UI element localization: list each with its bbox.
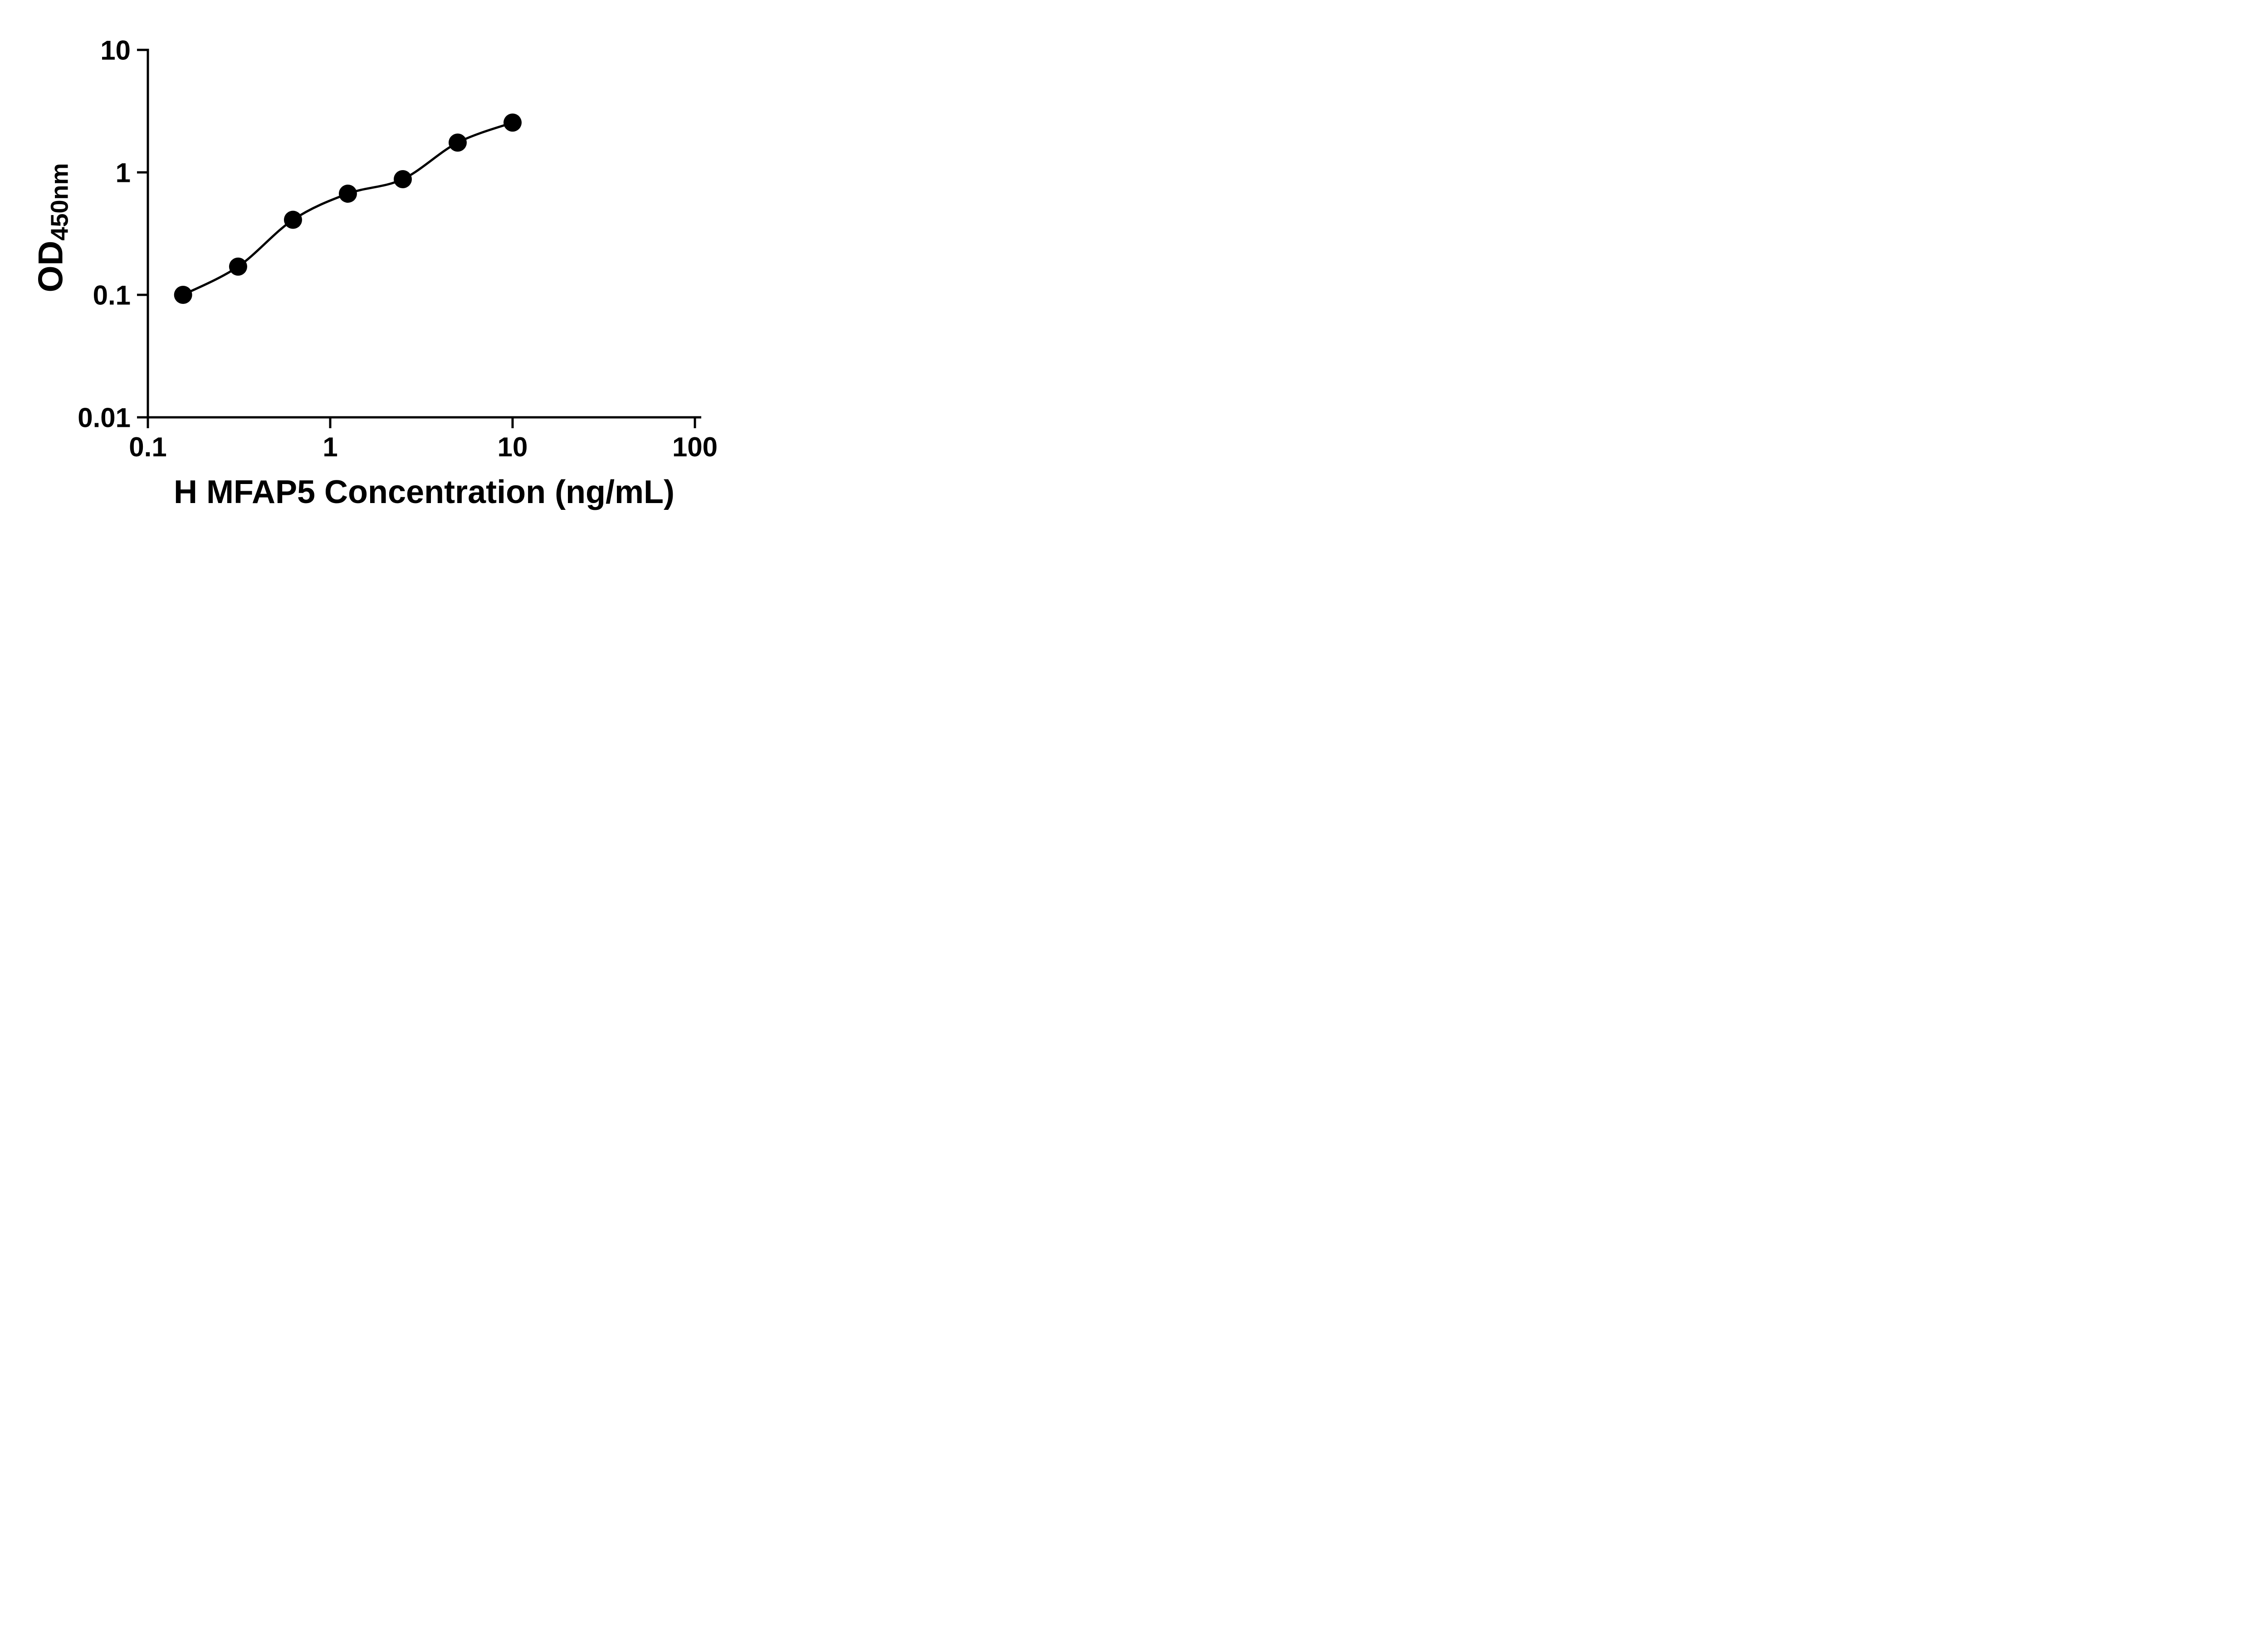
data-point: [229, 257, 247, 276]
y-axis-tick-label: 10: [100, 35, 131, 66]
data-point: [448, 133, 467, 152]
y-axis-title-main: OD: [31, 240, 70, 293]
y-axis-title: OD450nm: [31, 163, 73, 293]
y-axis-tick-label: 0.01: [78, 403, 131, 433]
x-axis-tick-label: 1: [323, 432, 337, 462]
data-point: [284, 210, 302, 229]
y-axis-tick-label: 0.1: [93, 280, 131, 311]
y-axis-title-subscript: 450nm: [46, 163, 73, 241]
x-axis-tick-label: 0.1: [129, 432, 166, 462]
data-point: [503, 113, 522, 132]
data-point: [338, 184, 357, 203]
x-axis-tick-label: 10: [498, 432, 528, 462]
elisa-standard-curve-figure: 0.1 1 10 100 0.01 0.1 1 10 OD450nm H MFAP5 Conc…: [0, 0, 774, 544]
x-axis-title: H MFAP5 Concentration (ng/mL): [174, 474, 675, 510]
data-point: [393, 170, 412, 188]
data-point: [174, 286, 192, 304]
y-axis-tick-label: 1: [116, 158, 131, 188]
x-axis-tick-label: 100: [672, 432, 718, 462]
